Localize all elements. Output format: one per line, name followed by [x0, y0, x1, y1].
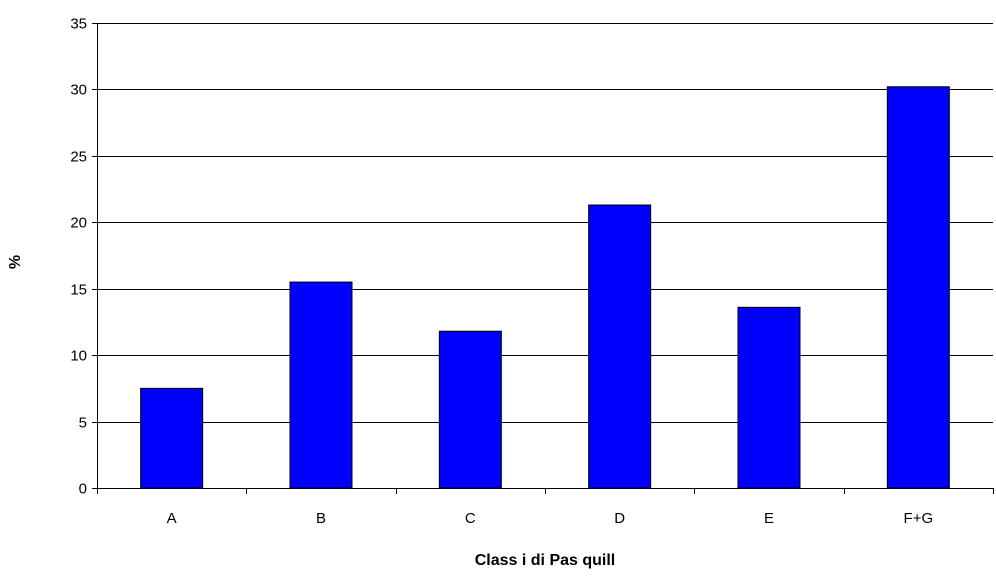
bar	[886, 86, 950, 489]
y-tick-label: 0	[79, 481, 87, 498]
y-tick-label: 5	[79, 415, 87, 432]
x-tick-label: C	[465, 510, 476, 527]
bar	[140, 387, 204, 489]
bar	[737, 306, 801, 489]
x-tick-label: B	[316, 510, 326, 527]
gridlines	[97, 23, 993, 423]
x-tick-label: A	[167, 510, 177, 527]
y-tick-label: 25	[70, 149, 87, 166]
y-tick-label: 30	[70, 82, 87, 99]
y-tick-label: 15	[70, 282, 87, 299]
x-tick-label: F+G	[904, 510, 934, 527]
x-tick-label: E	[764, 510, 774, 527]
y-tick-label: 20	[70, 215, 87, 232]
x-tick-label: D	[614, 510, 625, 527]
y-axis-title: %	[7, 255, 24, 269]
bars	[140, 86, 950, 489]
y-tick-labels: 0 5 10 15 20 25 30 35	[70, 16, 87, 498]
x-tick-labels: A B C D E F+G	[167, 510, 933, 527]
y-tick-label: 10	[70, 348, 87, 365]
axes	[92, 23, 994, 494]
bar	[438, 330, 502, 489]
bar	[588, 204, 652, 489]
x-axis-title: Class i di Pas quill	[475, 552, 616, 569]
bar	[289, 281, 353, 489]
y-tick-label: 35	[70, 16, 87, 33]
